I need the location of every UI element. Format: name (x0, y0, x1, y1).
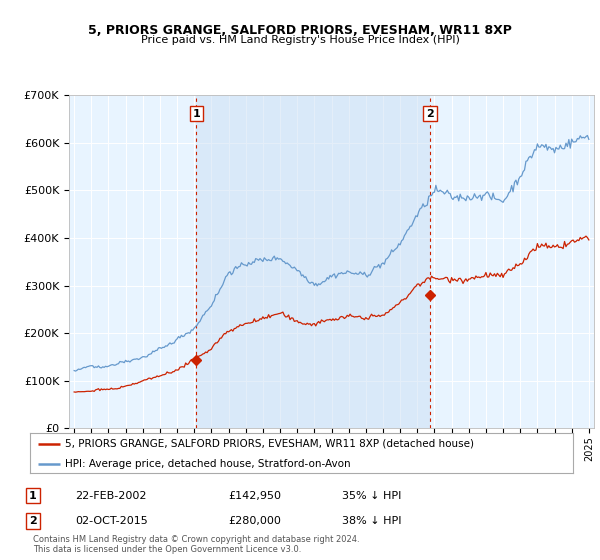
Text: 2: 2 (426, 109, 434, 119)
Text: 02-OCT-2015: 02-OCT-2015 (75, 516, 148, 526)
Text: £142,950: £142,950 (228, 491, 281, 501)
Text: 1: 1 (29, 491, 37, 501)
Text: 1: 1 (193, 109, 200, 119)
Text: 2: 2 (29, 516, 37, 526)
Text: £280,000: £280,000 (228, 516, 281, 526)
Text: 22-FEB-2002: 22-FEB-2002 (75, 491, 146, 501)
Text: HPI: Average price, detached house, Stratford-on-Avon: HPI: Average price, detached house, Stra… (65, 459, 351, 469)
Text: Contains HM Land Registry data © Crown copyright and database right 2024.
This d: Contains HM Land Registry data © Crown c… (33, 535, 359, 554)
Text: 38% ↓ HPI: 38% ↓ HPI (342, 516, 401, 526)
Text: 5, PRIORS GRANGE, SALFORD PRIORS, EVESHAM, WR11 8XP: 5, PRIORS GRANGE, SALFORD PRIORS, EVESHA… (88, 24, 512, 36)
Text: Price paid vs. HM Land Registry's House Price Index (HPI): Price paid vs. HM Land Registry's House … (140, 35, 460, 45)
Text: 35% ↓ HPI: 35% ↓ HPI (342, 491, 401, 501)
Text: 5, PRIORS GRANGE, SALFORD PRIORS, EVESHAM, WR11 8XP (detached house): 5, PRIORS GRANGE, SALFORD PRIORS, EVESHA… (65, 439, 474, 449)
Bar (196, 95, 430, 428)
